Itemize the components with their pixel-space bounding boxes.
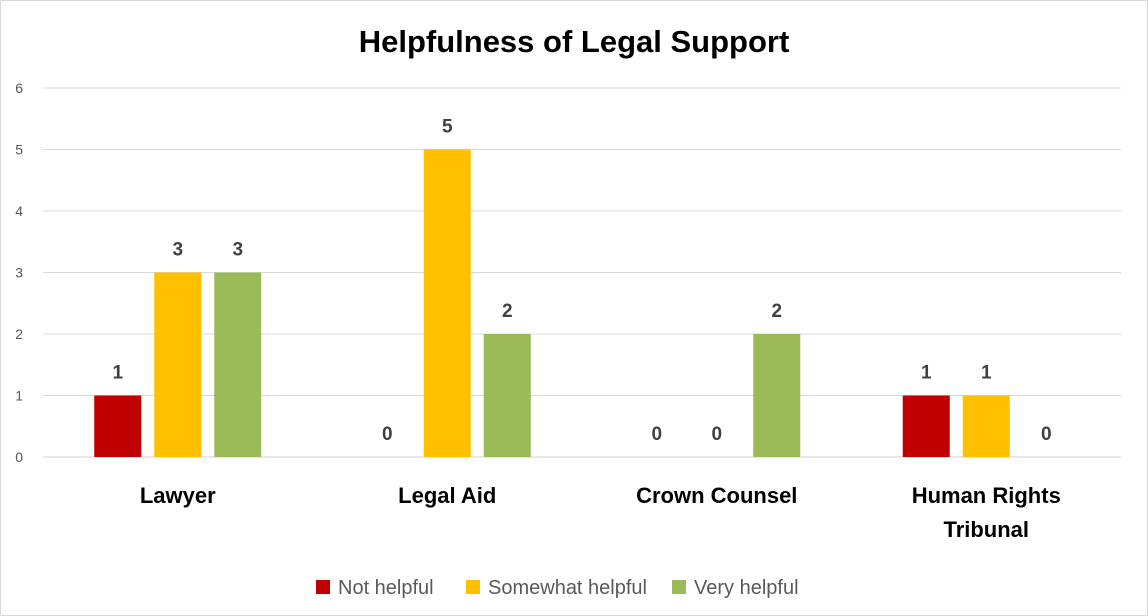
gridlines [43,87,1121,458]
y-tick-label: 1 [15,388,23,404]
y-tick-label: 4 [15,203,23,219]
x-tick-label: Legal Aid [398,483,496,508]
x-tick-label: Crown Counsel [636,483,797,508]
axes: 0 1 2 3 4 5 6 Lawyer Legal Aid Crown Counsel Human… [15,80,1061,542]
data-label: 1 [921,363,932,384]
bar-very-helpful [214,272,262,457]
x-tick-label: Tribunal [943,517,1029,542]
legend-label: Not helpful [338,577,434,599]
bar-somewhat-helpful [962,395,1010,457]
y-tick-label: 6 [15,80,23,96]
bar-not-helpful [902,395,950,457]
y-tick-label: 2 [15,326,23,342]
legend-label: Very helpful [694,577,799,599]
data-label: 0 [651,424,662,445]
data-label: 1 [981,363,992,384]
y-tick-label: 3 [15,265,23,281]
x-tick-label: Lawyer [140,483,216,508]
data-label: 5 [442,117,453,138]
data-label: 0 [711,424,722,445]
bar-very-helpful [483,334,531,457]
legend-swatch [316,580,330,594]
data-label: 3 [172,240,183,261]
legend-swatch [466,580,480,594]
data-label: 3 [232,240,243,261]
data-label: 0 [382,424,393,445]
bar-somewhat-helpful [423,149,471,457]
bar-very-helpful [753,334,801,457]
x-tick-label: Human Rights [912,483,1061,508]
bar-somewhat-helpful [154,272,202,457]
data-label: 0 [1041,424,1052,445]
y-tick-label: 0 [15,449,23,465]
data-label: 1 [112,363,123,384]
data-labels: 1 3 3 0 5 2 0 0 2 1 1 0 [112,117,1051,446]
y-tick-label: 5 [15,142,23,158]
data-label: 2 [771,301,782,322]
legend-swatch [672,580,686,594]
data-label: 2 [502,301,513,322]
chart-title: Helpfulness of Legal Support [359,24,790,59]
legend-label: Somewhat helpful [488,577,647,599]
bar-not-helpful [94,395,142,457]
bars [94,149,1010,457]
legend: Not helpful Somewhat helpful Very helpful [316,577,799,599]
